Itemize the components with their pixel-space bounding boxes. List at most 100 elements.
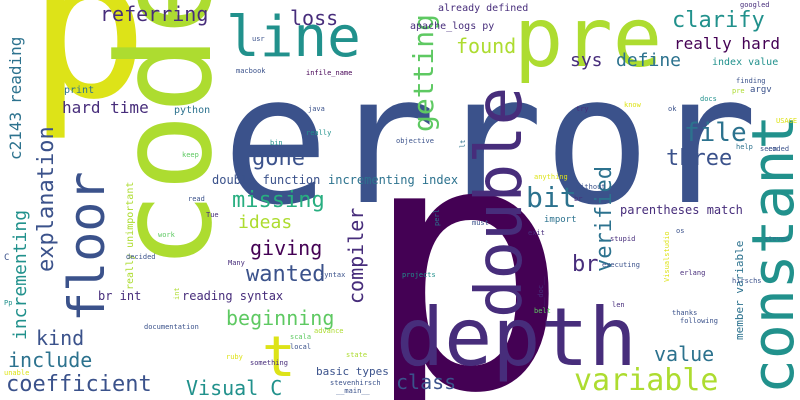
word-double: double xyxy=(463,86,537,318)
word-import: import xyxy=(544,215,577,225)
word-know: know xyxy=(624,101,641,109)
word-c-small: C xyxy=(4,253,10,263)
word-docs: docs xyxy=(700,95,717,103)
word-something: something xyxy=(250,359,288,367)
word-without: without xyxy=(576,183,606,191)
word-work: work xyxy=(158,231,175,239)
word-visualstudio: Visualstudio xyxy=(663,231,671,282)
word-print: print xyxy=(64,85,95,96)
word-verified: verified xyxy=(592,166,617,272)
word-reading-syntax: reading syntax xyxy=(182,289,284,303)
word-usage: USAGE xyxy=(776,117,798,125)
word-found: found xyxy=(456,34,517,58)
word-member-variable: member variable xyxy=(733,240,746,340)
word-googled: googled xyxy=(740,1,770,9)
word-explanation: explanation xyxy=(34,126,59,272)
word-seem: seem xyxy=(760,145,777,153)
word-projects: projects xyxy=(402,271,436,279)
word-line: line xyxy=(226,5,361,70)
word-error: error xyxy=(222,37,758,244)
word-index-value: index value xyxy=(712,57,779,68)
word-sys: sys xyxy=(570,50,603,71)
word-parentheses-match: parentheses match xyxy=(620,203,743,217)
word-help: help xyxy=(736,143,753,151)
word-constant: constant xyxy=(739,114,800,394)
word-ok: ok xyxy=(668,105,677,113)
word-stevenhirsch: stevenhirsch xyxy=(330,379,381,387)
word-state: state xyxy=(346,351,368,359)
word-steven: steven xyxy=(764,235,790,243)
word-hirschs: hirschs xyxy=(732,277,762,285)
word-ruby: ruby xyxy=(226,353,243,361)
word-pre: pre xyxy=(514,0,663,86)
word-variable: variable xyxy=(574,363,719,398)
word-argv: argv xyxy=(750,85,772,95)
word-file: file xyxy=(684,118,747,148)
word-usr: usr xyxy=(252,35,265,43)
word-must: must xyxy=(472,219,489,227)
word-int: int xyxy=(173,287,181,300)
word-t: t xyxy=(262,325,296,390)
word-exit: exit xyxy=(528,229,545,237)
word-pre-small: pre xyxy=(732,87,745,95)
word-belt: belt xyxy=(534,307,551,315)
word-read: read xyxy=(188,195,205,203)
word-double-function: double function xyxy=(212,173,321,187)
word-anything: anything xyxy=(534,173,568,181)
word-define: define xyxy=(616,50,682,71)
word-unable: unable xyxy=(4,369,30,377)
word-br: br xyxy=(572,252,599,277)
word-stupid: stupid xyxy=(610,235,636,243)
word-bit: bit xyxy=(526,181,577,214)
word-syntax: syntax xyxy=(320,271,346,279)
word-referring: referring xyxy=(100,2,209,26)
word-perl: perl xyxy=(433,209,441,226)
word-incrementing: incrementing xyxy=(10,209,31,340)
word-python: python xyxy=(174,105,211,116)
word-try: try xyxy=(576,105,589,113)
word-erlang: erlang xyxy=(680,269,706,277)
word-keep: keep xyxy=(182,151,199,159)
word-c2143-reading: c2143 xyxy=(6,111,25,160)
word-clarify: clarify xyxy=(672,8,765,33)
word-infile-name: infile_name xyxy=(306,69,353,77)
word-really-hard: really hard xyxy=(674,34,780,53)
word-p-large: p xyxy=(362,68,570,400)
word-include: include xyxy=(8,348,93,372)
word-visual-c: Visual C xyxy=(186,376,283,400)
word-three: three xyxy=(666,146,733,171)
word-ideas: ideas xyxy=(238,212,293,233)
word-hard-time: hard time xyxy=(62,98,149,117)
word-br-int: br int xyxy=(98,289,142,303)
word-lt: lt xyxy=(459,139,467,148)
word-already-defined: already defined xyxy=(438,3,529,14)
word-documentation: documentation xyxy=(144,323,199,331)
word-code: code xyxy=(89,0,241,270)
word-br-small: br xyxy=(574,195,583,203)
word-value: value xyxy=(654,342,715,366)
word-loss: loss xyxy=(290,6,339,30)
word-bin: bin xyxy=(270,139,283,147)
word-len: len xyxy=(612,301,625,309)
word-finding: finding xyxy=(736,77,766,85)
word-thanks: thanks xyxy=(672,309,698,317)
word-advance: advance xyxy=(314,327,344,335)
word-beginning: beginning xyxy=(226,306,335,330)
word-giving: giving xyxy=(250,236,323,260)
word-gone: gone xyxy=(252,146,305,171)
word-os: os xyxy=(676,227,685,235)
word-missing: missing xyxy=(232,188,325,213)
word-pp: Pp xyxy=(4,299,13,307)
word-kind: kind xyxy=(36,326,85,350)
word-macbook: macbook xyxy=(236,67,266,75)
word-coefficient: coefficient xyxy=(6,372,152,397)
word-following: following xyxy=(680,317,718,325)
word-objective: objective xyxy=(396,137,434,145)
word-coded: coded xyxy=(768,145,790,153)
word-java: java xyxy=(308,105,325,113)
word-tue: Tue xyxy=(206,211,219,219)
word-main: __main__ xyxy=(336,387,370,395)
word-compiler: compiler xyxy=(344,207,368,304)
word-doc: __doc__ xyxy=(537,276,545,306)
